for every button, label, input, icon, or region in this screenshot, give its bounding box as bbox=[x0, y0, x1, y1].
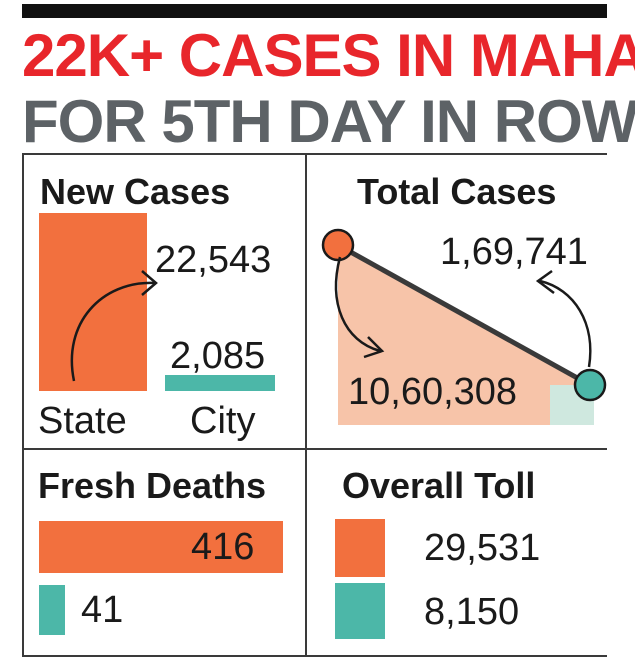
total-cases-city-point bbox=[573, 368, 607, 402]
grid-rule-top bbox=[22, 153, 607, 155]
grid-rule-middle bbox=[22, 448, 607, 450]
infographic-grid: New Cases 22,543 2,085 State City Total … bbox=[22, 153, 607, 658]
fresh-deaths-state-bar bbox=[39, 521, 283, 573]
new-cases-city-bar bbox=[165, 374, 275, 391]
fresh-deaths-title: Fresh Deaths bbox=[38, 465, 267, 506]
total-cases-city-arrow bbox=[539, 279, 592, 368]
total-cases-title: Total Cases bbox=[357, 171, 557, 212]
headline-line-2: FOR 5TH DAY IN ROW bbox=[22, 88, 635, 155]
headline-line-1: 22K+ CASES IN MAHA bbox=[22, 22, 635, 89]
fresh-deaths-state-value: 416 bbox=[191, 526, 255, 568]
overall-toll-city-value: 8,150 bbox=[424, 591, 520, 633]
new-cases-city-label: City bbox=[190, 400, 256, 442]
overall-toll-city-swatch bbox=[335, 583, 385, 639]
new-cases-state-label: State bbox=[38, 400, 127, 442]
total-cases-city-value: 1,69,741 bbox=[440, 231, 588, 273]
grid-rule-bottom bbox=[22, 655, 607, 657]
new-cases-city-value: 2,085 bbox=[170, 335, 266, 377]
overall-toll-state-value: 29,531 bbox=[424, 527, 541, 569]
top-rule bbox=[22, 4, 607, 18]
new-cases-arrow bbox=[70, 270, 158, 382]
total-cases-city-arrowhead bbox=[535, 269, 555, 294]
overall-toll-title: Overall Toll bbox=[342, 465, 536, 506]
overall-toll-state-swatch bbox=[335, 519, 385, 577]
grid-rule-left bbox=[22, 153, 24, 657]
fresh-deaths-city-bar bbox=[39, 585, 65, 635]
grid-rule-center bbox=[305, 153, 307, 657]
total-cases-line bbox=[336, 242, 592, 388]
total-cases-state-arrow bbox=[334, 256, 381, 353]
total-cases-state-area bbox=[338, 245, 590, 425]
new-cases-state-bar bbox=[39, 213, 147, 391]
total-cases-state-value: 10,60,308 bbox=[348, 371, 518, 413]
total-cases-state-point bbox=[321, 228, 355, 262]
fresh-deaths-city-value: 41 bbox=[81, 589, 124, 631]
total-cases-state-arrowhead bbox=[363, 336, 385, 359]
total-cases-plot bbox=[321, 228, 607, 425]
new-cases-state-value: 22,543 bbox=[155, 239, 272, 281]
new-cases-title: New Cases bbox=[40, 171, 231, 212]
